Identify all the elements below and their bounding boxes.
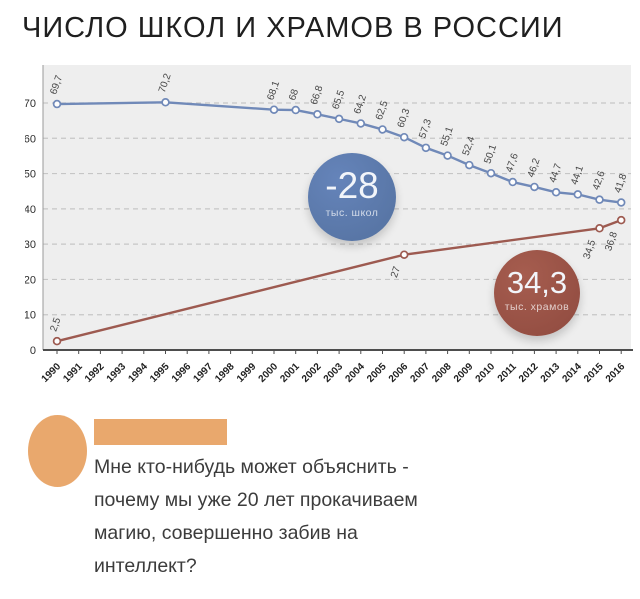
x-axis-tick-label: 1991: [61, 361, 85, 385]
churches-data-point: [399, 250, 409, 259]
churches-badge-caption: тыс. храмов: [504, 301, 570, 313]
x-axis-tick-label: 2013: [539, 361, 563, 385]
schools-data-point: [573, 190, 583, 199]
x-axis-tick-label: 2012: [517, 361, 541, 385]
comment-line: Мне кто-нибудь может объяснить -: [94, 456, 409, 478]
x-axis-tick-label: 2015: [582, 361, 606, 385]
x-axis-tick-label: 1993: [105, 361, 129, 385]
schools-data-point: [313, 110, 322, 119]
x-axis-tick-label: 2003: [322, 361, 346, 385]
x-axis-tick-label: 2009: [452, 361, 476, 385]
x-axis-tick-label: 1996: [170, 361, 194, 385]
schools-data-point: [269, 105, 279, 114]
schools-data-point: [378, 125, 387, 134]
avatar[interactable]: [28, 415, 87, 487]
schools-badge-value: -28: [325, 165, 379, 206]
x-axis-tick-label: 2000: [257, 361, 281, 385]
x-axis-tick-label: 1995: [148, 361, 172, 385]
comment-line: интеллект?: [94, 555, 197, 577]
username-redacted-bar[interactable]: [94, 419, 227, 445]
x-axis-tick-label: 2002: [300, 361, 324, 385]
x-axis-tick-label: 1997: [192, 361, 216, 385]
y-axis-tick-label: 50: [25, 169, 36, 181]
churches-data-point: [616, 215, 626, 225]
x-axis-tick-label: 1992: [83, 361, 107, 385]
churches-badge-value: 34,3: [506, 265, 568, 300]
comment-line: почему мы уже 20 лет прокачиваем: [94, 489, 418, 511]
churches-data-point: [52, 336, 62, 346]
churches-data-label: 27: [389, 265, 403, 280]
schools-data-point: [465, 160, 474, 170]
schools-data-point: [486, 168, 496, 178]
schools-data-point: [595, 195, 604, 204]
x-axis-tick-label: 1998: [213, 361, 237, 385]
schools-badge: -28 тыс. школ: [308, 153, 396, 241]
schools-data-point: [356, 119, 366, 128]
schools-data-point: [551, 188, 561, 197]
schools-data-point: [52, 99, 62, 109]
x-axis-tick-label: 2007: [409, 361, 433, 385]
y-axis-tick-label: 30: [25, 239, 36, 251]
y-axis-tick-label: 10: [25, 310, 36, 322]
churches-line: [56, 219, 622, 343]
y-axis-tick-label: 70: [25, 98, 36, 110]
schools-data-point: [399, 132, 409, 142]
y-axis-tick-label: 0: [30, 345, 36, 357]
x-axis-tick-label: 2005: [365, 361, 389, 385]
schools-data-point: [443, 151, 452, 160]
chart: 0 10 20 30 40 50 60 70 1990 1991 1992 1993 1994 1995 1…: [25, 55, 640, 400]
x-axis-tick-label: 2016: [604, 361, 628, 385]
x-axis-tick-label: 1994: [126, 361, 150, 385]
x-axis-tick-label: 2008: [430, 361, 454, 385]
churches-data-point: [595, 224, 604, 233]
y-axis-tick-label: 60: [25, 133, 36, 145]
x-axis-tick-label: 1999: [235, 361, 259, 385]
schools-data-point: [508, 177, 517, 187]
x-axis-tick-label: 2010: [474, 361, 498, 385]
churches-badge: 34,3 тыс. храмов: [494, 250, 580, 336]
schools-data-point: [291, 105, 300, 115]
schools-data-point: [530, 182, 539, 192]
x-axis-tick-label: 2006: [387, 361, 411, 385]
x-axis-tick-label: 1990: [40, 361, 64, 385]
x-axis-tick-label: 2014: [560, 361, 584, 385]
chart-svg: 0102030405060701990199119921993199419951…: [25, 65, 633, 385]
schools-data-point: [334, 114, 344, 124]
churches-data-label: 2,5: [48, 316, 63, 333]
schools-data-point: [616, 198, 626, 207]
y-axis-tick-label: 20: [25, 274, 36, 286]
schools-data-point: [161, 98, 170, 107]
comment-line: магию, совершенно забив на: [94, 522, 358, 544]
comment-text: Мне кто-нибудь может объяснить - почему …: [94, 451, 534, 583]
x-axis-tick-label: 2001: [278, 361, 302, 385]
page-title: ЧИСЛО ШКОЛ И ХРАМОВ В РОССИИ: [22, 12, 564, 44]
schools-badge-caption: тыс. школ: [325, 207, 379, 219]
x-axis-tick-label: 2011: [496, 361, 519, 384]
y-axis-tick-label: 40: [25, 204, 36, 216]
x-axis-tick-label: 2004: [343, 361, 367, 385]
schools-data-point: [421, 143, 431, 153]
schools-data-label: 68: [287, 88, 301, 103]
